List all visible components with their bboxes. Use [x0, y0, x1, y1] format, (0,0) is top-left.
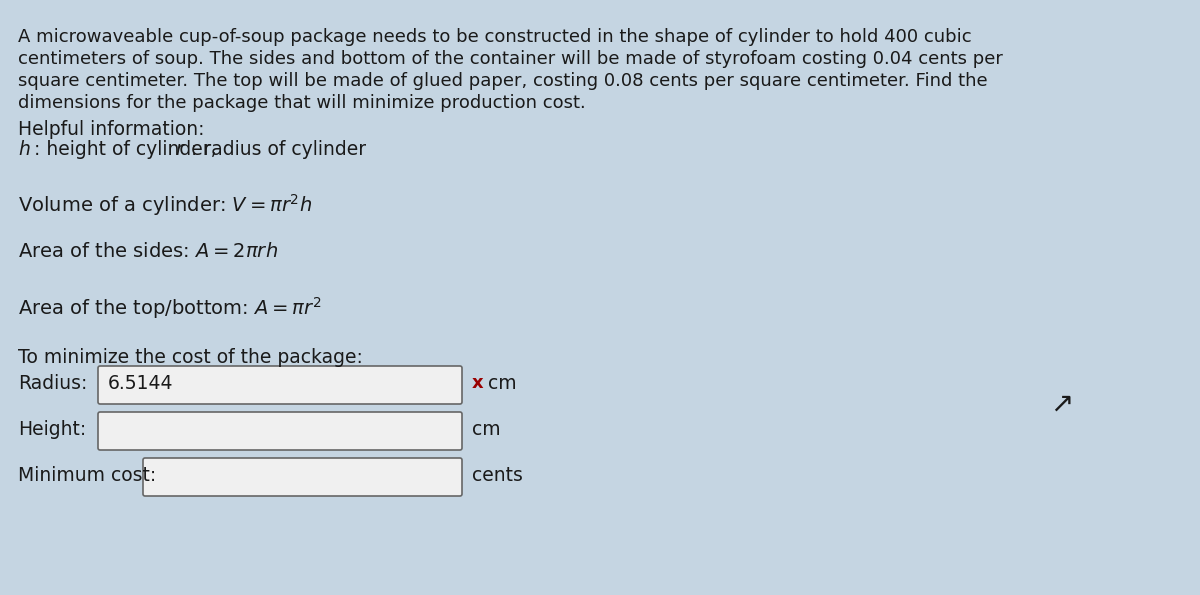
FancyBboxPatch shape — [143, 458, 462, 496]
Text: centimeters of soup. The sides and bottom of the container will be made of styro: centimeters of soup. The sides and botto… — [18, 50, 1003, 68]
Text: Radius:: Radius: — [18, 374, 88, 393]
Text: Minimum cost:: Minimum cost: — [18, 466, 156, 485]
FancyBboxPatch shape — [98, 412, 462, 450]
Text: Height:: Height: — [18, 420, 86, 439]
Text: A microwaveable cup-of-soup package needs to be constructed in the shape of cyli: A microwaveable cup-of-soup package need… — [18, 28, 972, 46]
Text: cm: cm — [472, 420, 500, 439]
Text: ↗: ↗ — [1050, 390, 1073, 418]
Text: 6.5144: 6.5144 — [108, 374, 174, 393]
Text: h: h — [18, 140, 30, 159]
Text: Helpful information:: Helpful information: — [18, 120, 204, 139]
Text: dimensions for the package that will minimize production cost.: dimensions for the package that will min… — [18, 94, 586, 112]
Text: Area of the top/bottom: $A = \pi r^2$: Area of the top/bottom: $A = \pi r^2$ — [18, 295, 322, 321]
FancyBboxPatch shape — [98, 366, 462, 404]
Text: square centimeter. The top will be made of glued paper, costing 0.08 cents per s: square centimeter. The top will be made … — [18, 72, 988, 90]
Text: cents: cents — [472, 466, 523, 485]
Text: cm: cm — [488, 374, 517, 393]
Text: : radius of cylinder: : radius of cylinder — [185, 140, 366, 159]
Text: : height of cylinder,: : height of cylinder, — [28, 140, 223, 159]
Text: x: x — [472, 374, 484, 392]
Text: Volume of a cylinder: $V = \pi r^2 h$: Volume of a cylinder: $V = \pi r^2 h$ — [18, 192, 312, 218]
Text: r: r — [175, 140, 182, 159]
Text: Area of the sides: $A = 2\pi r h$: Area of the sides: $A = 2\pi r h$ — [18, 242, 278, 261]
Text: To minimize the cost of the package:: To minimize the cost of the package: — [18, 348, 362, 367]
